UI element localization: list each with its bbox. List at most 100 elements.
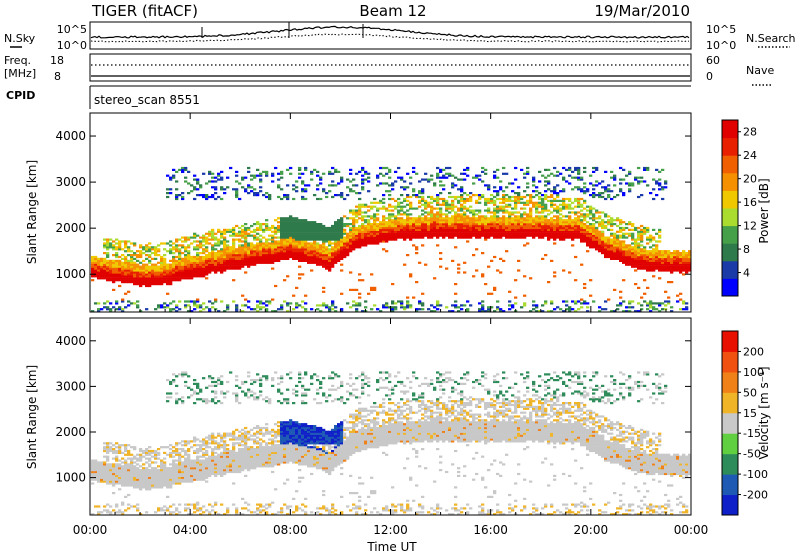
power-cell (460, 236, 464, 239)
power-cell (613, 246, 617, 249)
power-cell (613, 288, 617, 291)
power-cell (421, 209, 425, 212)
power-cell (514, 217, 518, 220)
power-cell (538, 211, 542, 214)
power-cell (301, 195, 305, 199)
power-cell (145, 250, 149, 253)
power-cell (550, 205, 554, 208)
power-cell (343, 224, 347, 228)
power-cell (490, 197, 494, 201)
power-cell (520, 207, 524, 210)
power-cell (406, 226, 410, 230)
power-cell (472, 217, 476, 220)
power-cell (451, 201, 455, 204)
power-cell (466, 236, 470, 239)
power-cell (130, 267, 134, 270)
power-cell (628, 182, 632, 185)
power-cell (514, 230, 518, 233)
power-cell (157, 283, 161, 286)
colorbar-swatch (722, 190, 738, 209)
power-cell (517, 230, 521, 233)
power-cell (583, 170, 587, 173)
power-cell (172, 269, 176, 272)
power-cell (649, 263, 653, 266)
power-cell (679, 298, 683, 301)
power-cell (637, 176, 641, 179)
power-cell (268, 195, 272, 199)
power-cell (460, 178, 464, 181)
velocity-cell (148, 446, 152, 449)
power-cell (349, 250, 353, 253)
power-cell (178, 277, 182, 280)
power-cell (292, 184, 296, 187)
power-cell (640, 224, 644, 228)
power-cell (307, 254, 311, 257)
velocity-cell (148, 478, 152, 481)
power-cell (208, 230, 212, 233)
power-cell (184, 304, 188, 307)
power-cell (487, 184, 491, 187)
power-cell (601, 252, 605, 255)
power-cell (274, 240, 278, 243)
power-cell (187, 192, 191, 195)
power-cell (241, 240, 245, 243)
power-cell (589, 174, 593, 177)
power-cell (565, 207, 569, 210)
power-cell (337, 246, 341, 249)
velocity-cell (139, 453, 143, 456)
power-cell (283, 255, 287, 259)
power-cell (625, 250, 629, 253)
power-cell (325, 248, 329, 251)
velocity-cell (109, 465, 113, 468)
power-cell (613, 223, 617, 226)
power-cell (511, 207, 515, 210)
power-cell (514, 199, 518, 202)
power-cell (679, 257, 683, 260)
power-cell (613, 234, 617, 237)
power-cell (184, 277, 188, 280)
power-cell (463, 232, 467, 235)
power-cell (460, 194, 464, 197)
power-cell (586, 224, 590, 228)
power-cell (238, 257, 242, 260)
power-cell (565, 205, 569, 208)
power-cell (262, 306, 266, 309)
power-cell (508, 290, 512, 293)
power-cell (175, 194, 179, 197)
power-cell (226, 261, 230, 264)
power-cell (277, 244, 281, 247)
power-cell (223, 236, 227, 239)
power-cell (223, 261, 227, 264)
power-cell (547, 199, 551, 202)
power-cell (436, 221, 440, 224)
power-cell (139, 275, 143, 278)
power-cell (421, 197, 425, 201)
power-cell (220, 232, 224, 235)
power-cell (322, 236, 326, 239)
velocity-cell (157, 482, 161, 485)
power-cell (301, 226, 305, 230)
power-cell (481, 275, 485, 278)
power-cell (478, 228, 482, 231)
power-cell (415, 230, 419, 233)
power-cell (253, 223, 257, 226)
power-cell (280, 221, 284, 224)
power-cell (316, 254, 320, 257)
power-cell (373, 205, 377, 208)
velocity-cell (109, 470, 113, 474)
power-cell (349, 172, 353, 175)
velocity-cell (91, 459, 95, 462)
power-cell (193, 273, 197, 276)
power-cell (622, 246, 626, 249)
power-cell (514, 192, 518, 195)
power-cell (361, 203, 365, 206)
power-cell (388, 215, 392, 218)
power-cell (340, 194, 344, 197)
power-cell (340, 176, 344, 179)
velocity-cell (124, 470, 128, 474)
power-cell (475, 232, 479, 235)
power-cell (391, 308, 395, 311)
power-cell (361, 228, 365, 231)
power-cell (202, 275, 206, 278)
power-cell (658, 230, 662, 233)
